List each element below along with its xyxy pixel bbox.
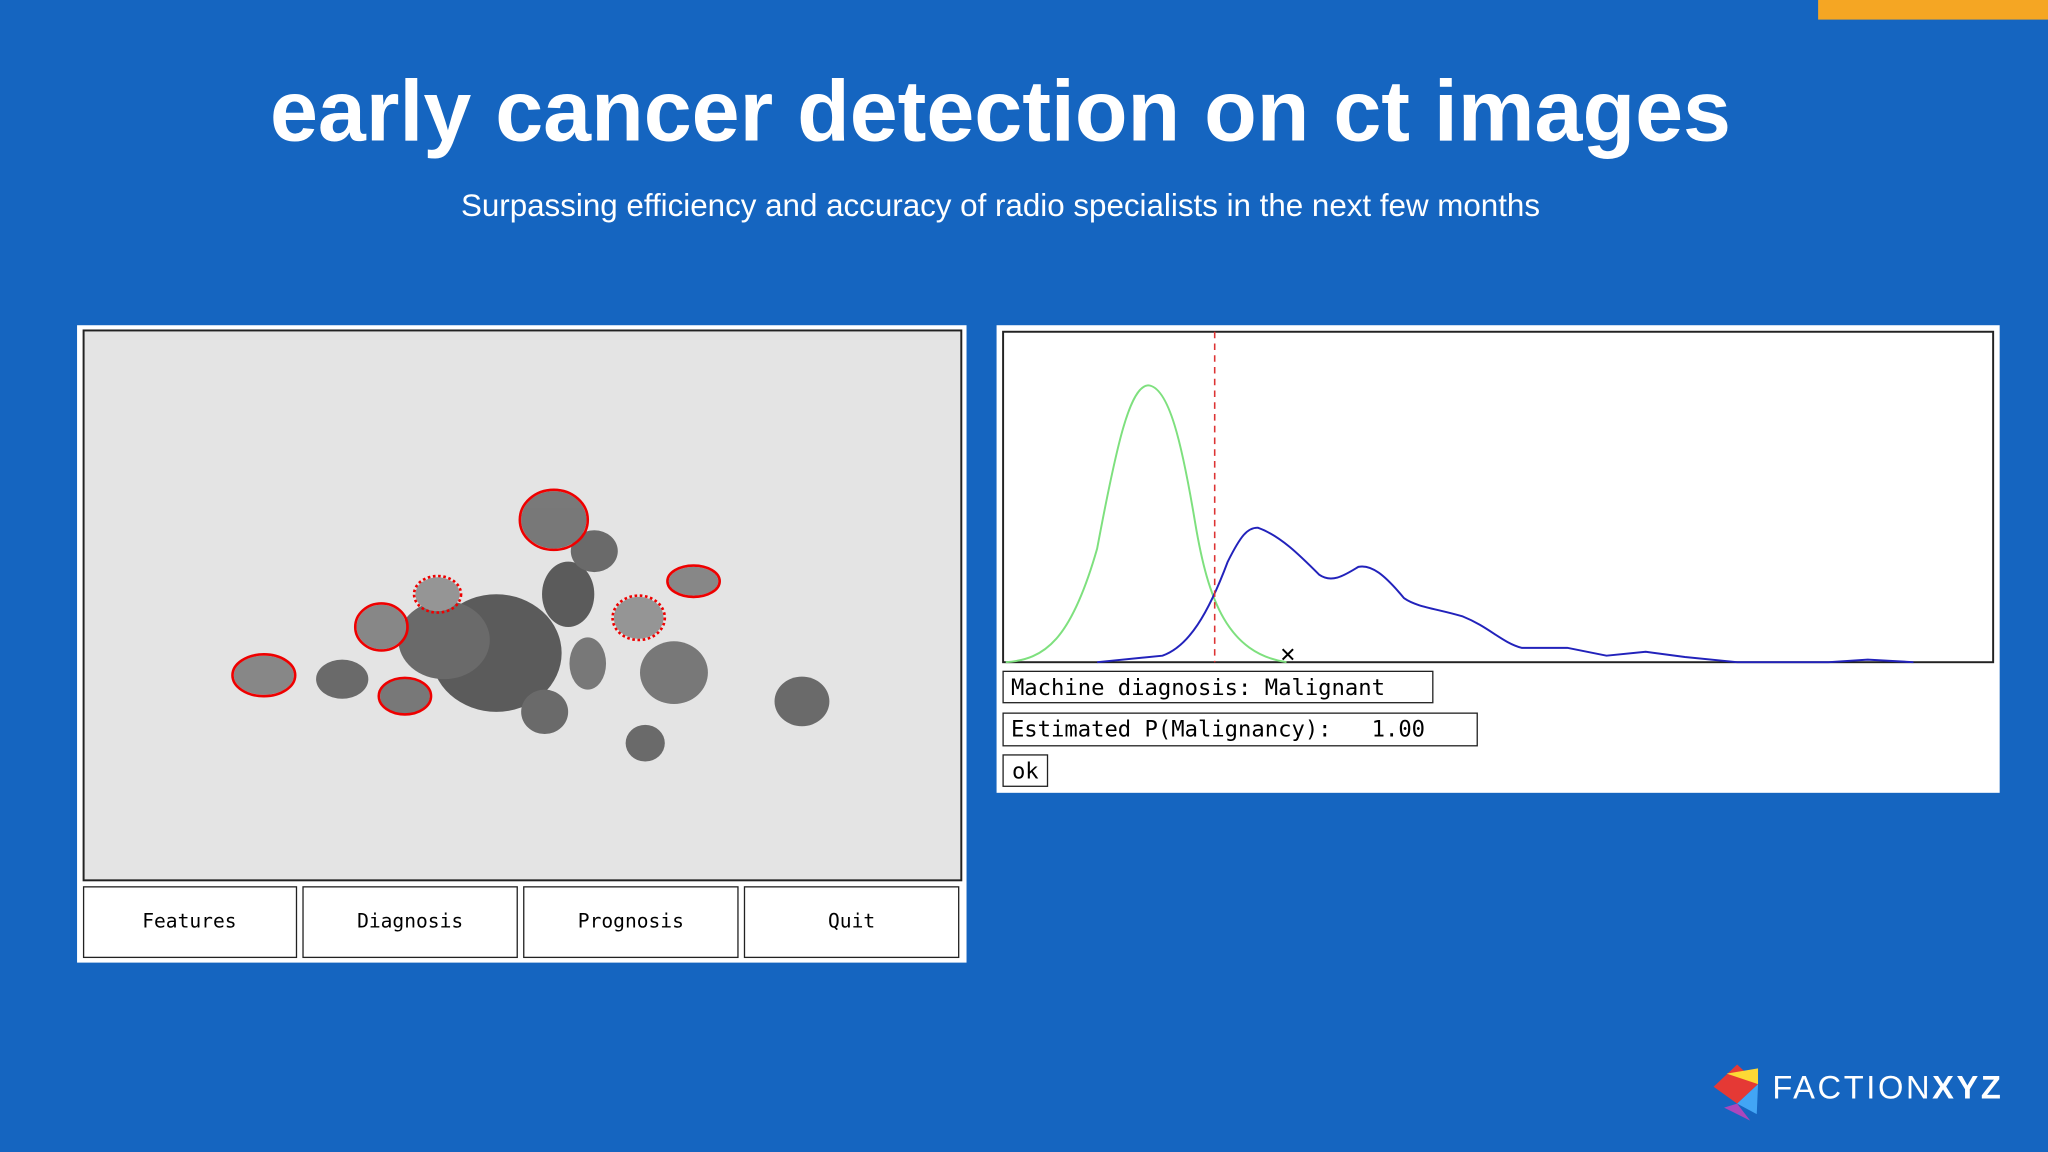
cell-outlines <box>231 488 721 716</box>
cells <box>233 491 830 762</box>
diagnosis-label: Machine diagnosis: Malignant <box>1011 675 1385 701</box>
button-frame[interactable] <box>82 886 298 959</box>
malignant-curve <box>1097 526 1914 664</box>
subtitle: Surpassing efficiency and accuracy of ra… <box>461 188 1540 223</box>
accent-bar <box>1818 0 2048 20</box>
buttons: Features Diagnosis Prognosis Quit <box>82 886 960 959</box>
title: early cancer detection on ct images <box>270 63 1731 159</box>
button-frame[interactable] <box>302 886 518 959</box>
logo-brand-text: FACTION <box>1772 1068 1932 1105</box>
button-frame[interactable] <box>523 886 739 959</box>
cell-viewer: Features Diagnosis Prognosis Quit <box>77 325 967 963</box>
case-marker <box>1281 648 1294 661</box>
label-frame <box>1002 712 1478 747</box>
probability-label: Estimated P(Malignancy): 1.00 <box>1011 717 1425 743</box>
logo-brand: FACTIONXYZ <box>1772 1068 2003 1105</box>
logo-suffix: XYZ <box>1932 1068 2003 1105</box>
label-frame <box>1002 670 1434 704</box>
button[interactable]: Diagnosis <box>357 910 463 933</box>
density-plot <box>1002 330 1995 664</box>
button[interactable]: Prognosis <box>578 910 684 933</box>
button[interactable]: Features <box>142 910 236 933</box>
benign-curve <box>1005 384 1287 664</box>
logo-mark <box>1724 1103 1751 1121</box>
ok-frame[interactable] <box>1002 754 1049 787</box>
ok-button[interactable]: ok <box>1012 758 1039 784</box>
logo-mark <box>1737 1084 1759 1115</box>
diagnosis-panel: Machine diagnosis: Malignant Estimated P… <box>996 325 2000 793</box>
button[interactable]: Quit <box>828 910 875 933</box>
logo: FACTIONXYZ <box>1713 1064 2003 1121</box>
button-frame[interactable] <box>743 886 960 959</box>
